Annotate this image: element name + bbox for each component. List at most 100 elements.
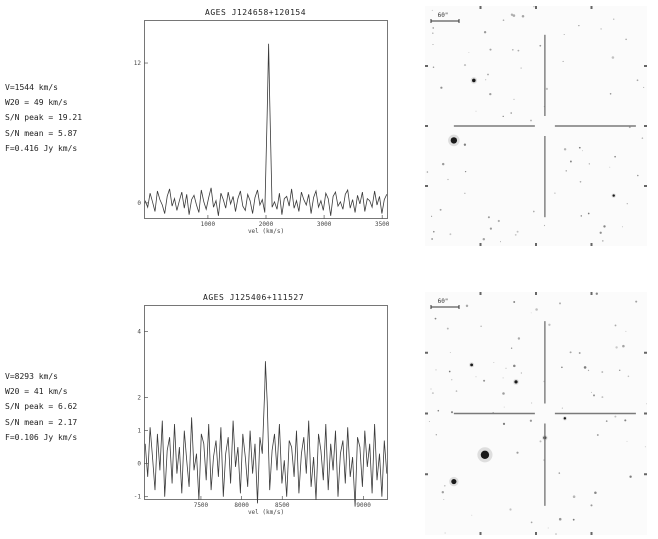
- star-dot: [510, 13, 514, 16]
- scale-bar-label: 60": [438, 12, 449, 19]
- star-dot: [590, 504, 593, 507]
- panel-2-w20: W20 = 41 km/s: [5, 387, 68, 397]
- star-dot: [641, 137, 644, 139]
- star-dot: [517, 49, 520, 52]
- panel-1-spectrum-chart: 1000 2000 3000 3500 0 12 vel (km/s): [134, 20, 390, 235]
- star-dot: [590, 391, 592, 393]
- star-dot: [531, 402, 533, 404]
- star-dot: [512, 14, 516, 17]
- panel-1-flux: F=0.416 Jy km/s: [5, 143, 78, 153]
- bright-star: [472, 78, 476, 83]
- star-dot: [635, 300, 638, 303]
- star-dot: [433, 230, 435, 233]
- star-dot: [558, 472, 561, 474]
- star-dot: [601, 371, 604, 373]
- star-dot: [543, 224, 546, 227]
- y-tick-label: 0: [137, 200, 141, 207]
- star-dot: [448, 370, 451, 373]
- star-dot: [609, 93, 612, 95]
- star-dot: [435, 434, 437, 436]
- star-dot: [455, 390, 458, 392]
- star-dot: [431, 392, 434, 395]
- star-dot: [530, 521, 533, 524]
- star-dot: [559, 302, 561, 305]
- star-dot: [431, 215, 433, 217]
- star-dot: [439, 208, 442, 211]
- star-dot: [520, 372, 523, 374]
- star-dot: [561, 366, 563, 369]
- y-tick-label: -1: [134, 494, 142, 501]
- bright-star: [612, 194, 615, 197]
- star-dot: [502, 392, 505, 395]
- star-dot: [505, 367, 507, 369]
- star-dot: [487, 216, 490, 219]
- star-dot: [637, 174, 639, 177]
- star-dot: [605, 420, 608, 422]
- star-dot: [565, 170, 567, 172]
- star-dot: [444, 532, 446, 534]
- edge-tick: [425, 473, 428, 476]
- star-dot: [483, 379, 486, 382]
- edge-tick: [535, 292, 537, 295]
- star-dot: [533, 6, 535, 8]
- star-dot: [487, 73, 489, 76]
- star-dot: [432, 66, 435, 69]
- star-dot: [468, 52, 470, 53]
- edge-tick: [644, 412, 647, 415]
- star-dot: [511, 48, 514, 51]
- bright-star: [470, 363, 474, 367]
- panel-2-optical-image: 60": [425, 292, 647, 535]
- star-dot: [539, 44, 542, 47]
- star-dot: [593, 394, 595, 397]
- star-dot: [483, 31, 487, 34]
- edge-tick: [479, 532, 482, 535]
- panel-2-velocity: V=8293 km/s: [5, 372, 58, 381]
- panel-2-flux: F=0.106 Jy km/s: [5, 432, 78, 442]
- spectrum-line: [144, 43, 388, 216]
- star-dot: [514, 233, 517, 236]
- star-dot: [450, 411, 454, 414]
- x-tick-label: 7500: [194, 502, 209, 509]
- star-dot: [502, 377, 504, 379]
- y-tick-label: 1: [137, 428, 141, 435]
- star-dot: [628, 126, 631, 129]
- star-dot: [548, 323, 551, 326]
- star-dot: [510, 112, 512, 114]
- star-dot: [562, 60, 564, 62]
- star-dot: [601, 396, 604, 399]
- star-dot: [502, 19, 505, 21]
- y-tick-label: 12: [134, 60, 142, 67]
- star-dot: [493, 361, 495, 364]
- bright-star: [480, 450, 490, 460]
- star-dot: [435, 369, 437, 371]
- star-dot: [643, 86, 645, 88]
- star-dot: [622, 344, 625, 348]
- y-tick-label: 4: [137, 328, 141, 335]
- star-dot: [618, 369, 621, 372]
- star-dot: [624, 419, 627, 422]
- edge-tick: [644, 65, 647, 67]
- star-dot: [443, 499, 445, 500]
- star-dot: [426, 171, 429, 173]
- star-dot: [636, 79, 639, 82]
- panel-1-sn-mean: S/N mean = 5.87: [5, 128, 78, 138]
- star-dot: [447, 178, 449, 181]
- star-dot: [595, 292, 598, 295]
- edge-tick: [644, 125, 647, 127]
- scale-bar-label: 60": [438, 298, 449, 305]
- bright-star: [450, 137, 458, 144]
- x-tick-label: 1000: [201, 221, 216, 228]
- star-dot: [516, 230, 519, 233]
- star-dot: [609, 166, 611, 168]
- star-dot: [509, 508, 512, 511]
- star-dot: [517, 337, 521, 340]
- bright-star: [563, 417, 567, 420]
- x-tick-label: 9000: [356, 502, 371, 509]
- y-tick-label: 0: [137, 461, 141, 468]
- star-dot: [502, 115, 504, 118]
- star-dot: [465, 304, 469, 308]
- star-dot: [441, 162, 445, 166]
- edge-tick: [535, 243, 537, 246]
- star-dot: [581, 150, 583, 152]
- edge-tick: [590, 292, 593, 295]
